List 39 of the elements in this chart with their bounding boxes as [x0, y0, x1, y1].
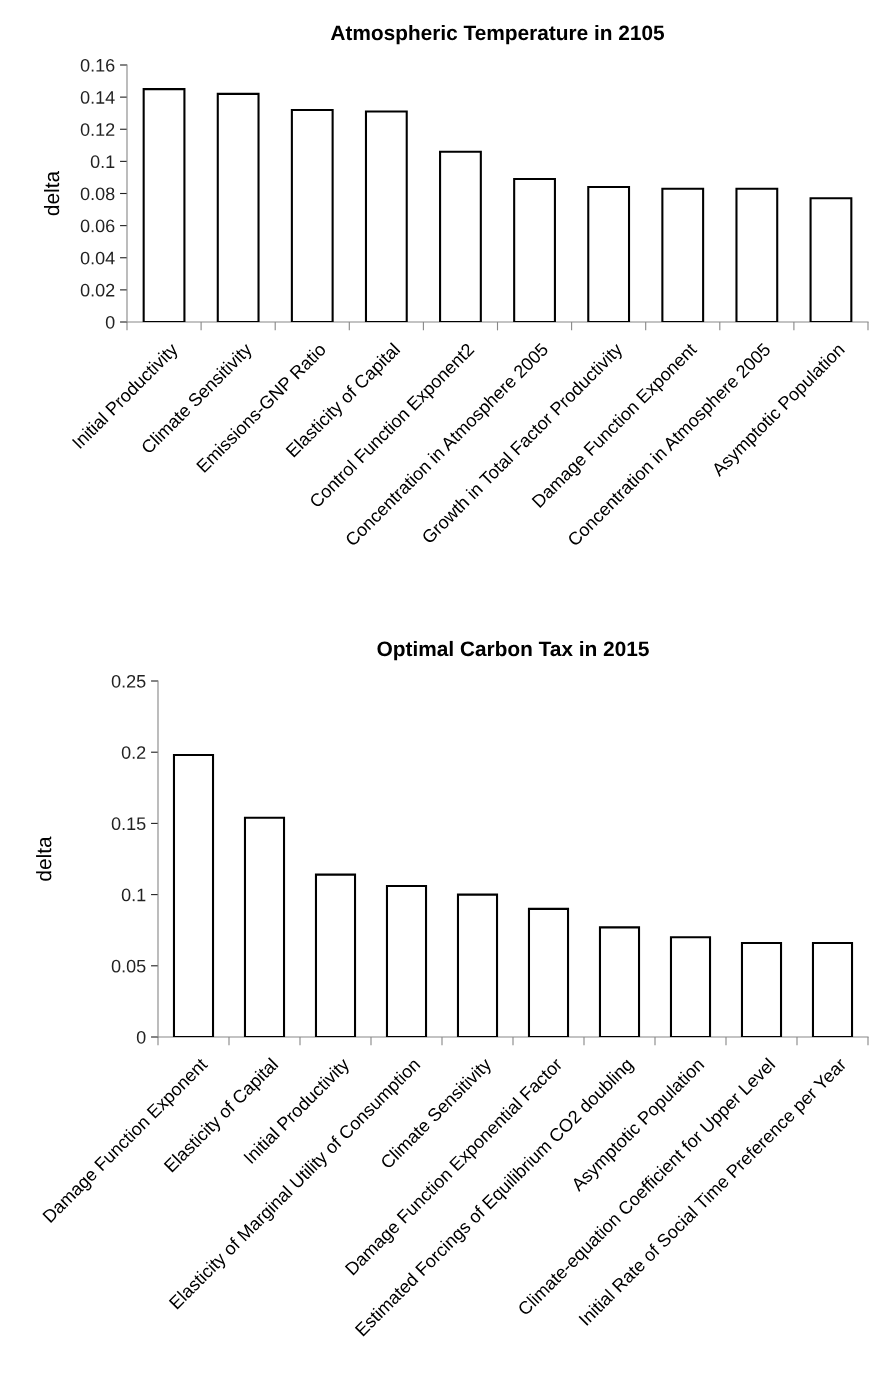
y-tick-label: 0.06 [80, 219, 115, 233]
bar [740, 941, 783, 1037]
bar [809, 197, 853, 322]
y-tick-label: 0.04 [80, 251, 115, 265]
bar [314, 873, 357, 1037]
y-tick-label: 0.16 [80, 58, 115, 72]
y-tick-label: 0.2 [121, 746, 146, 759]
bar [243, 816, 286, 1037]
bar [587, 186, 631, 322]
bar [364, 110, 408, 322]
y-tick-label: 0 [136, 1030, 146, 1044]
y-tick-label: 0 [105, 315, 115, 329]
y-axis-title: delta [36, 836, 52, 881]
bar [456, 893, 499, 1037]
bar [439, 150, 482, 322]
bar [811, 941, 854, 1037]
bar [735, 187, 779, 322]
bar [527, 907, 570, 1037]
chart-title: Atmospheric Temperature in 2105 [330, 24, 665, 45]
bar [661, 187, 705, 322]
y-axis-title: delta [43, 170, 60, 216]
y-tick-label: 0.08 [80, 187, 115, 201]
y-tick-label: 0.25 [111, 674, 146, 688]
y-tick-label: 0.05 [111, 959, 146, 973]
bar [142, 88, 186, 322]
bar [290, 108, 334, 322]
y-tick-label: 0.12 [80, 123, 115, 136]
bar [216, 92, 260, 322]
bar [513, 178, 556, 322]
bar [385, 885, 428, 1037]
y-tick-label: 0.14 [80, 91, 115, 104]
y-tick-label: 0.15 [111, 817, 146, 831]
y-tick-label: 0.1 [90, 155, 115, 169]
bar [172, 754, 215, 1037]
y-tick-label: 0.1 [121, 888, 146, 902]
bar [598, 926, 641, 1037]
bar [669, 936, 712, 1037]
chart-title: Optimal Carbon Tax in 2015 [377, 640, 649, 661]
y-tick-label: 0.02 [80, 283, 115, 297]
